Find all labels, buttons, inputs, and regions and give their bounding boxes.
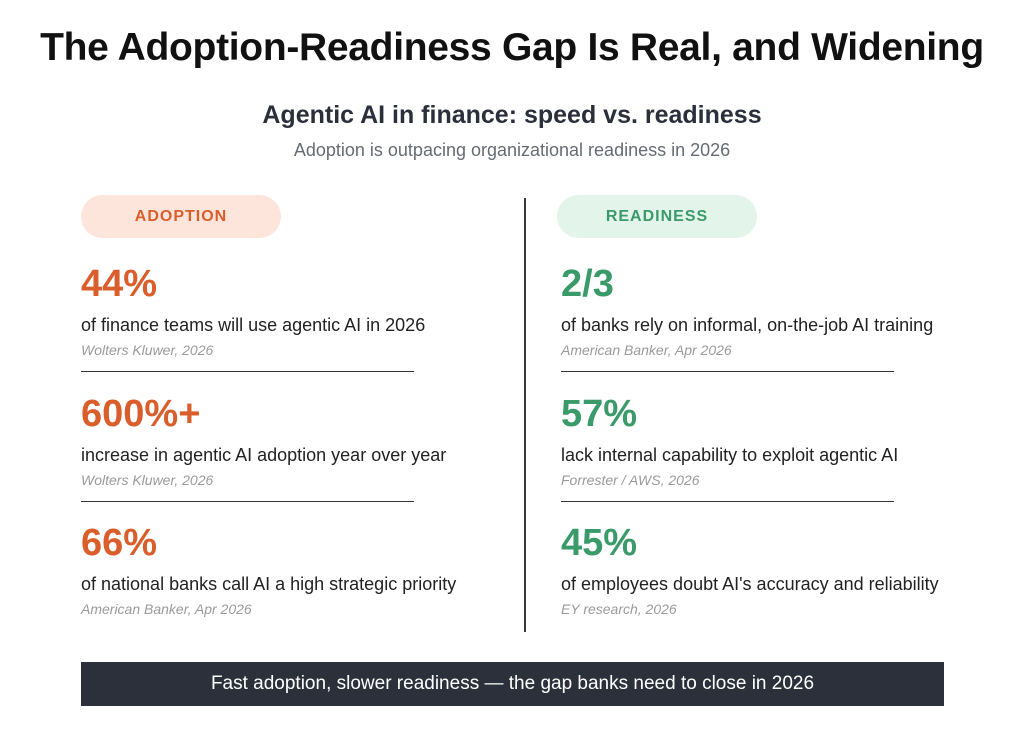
stat-source: Wolters Kluwer, 2026 (81, 472, 214, 488)
column-divider (524, 198, 526, 632)
stat-value: 57% (561, 393, 638, 435)
stat-value: 44% (81, 263, 158, 305)
stat-value: 66% (81, 522, 158, 564)
readiness-stat-3: 45% of employees doubt AI's accuracy and… (561, 521, 991, 617)
page-title: The Adoption-Readiness Gap Is Real, and … (40, 26, 984, 69)
readiness-stat-2: 57% lack internal capability to exploit … (561, 392, 991, 488)
adoption-stat-3: 66% of national banks call AI a high str… (81, 521, 511, 617)
stat-source: American Banker, Apr 2026 (81, 601, 252, 617)
stat-source: Forrester / AWS, 2026 (561, 472, 700, 488)
stat-source: EY research, 2026 (561, 601, 677, 617)
stat-value: 45% (561, 522, 638, 564)
stat-description: increase in agentic AI adoption year ove… (81, 445, 447, 465)
stat-source: American Banker, Apr 2026 (561, 342, 732, 358)
stat-description: of banks rely on informal, on-the-job AI… (561, 315, 934, 335)
stat-source: Wolters Kluwer, 2026 (81, 342, 214, 358)
readiness-label: READINESS (557, 195, 757, 238)
stat-value: 600%+ (81, 393, 201, 435)
stat-separator (561, 501, 894, 502)
adoption-stat-1: 44% of finance teams will use agentic AI… (81, 262, 511, 358)
stat-description: of national banks call AI a high strateg… (81, 574, 457, 594)
stat-separator (81, 501, 414, 502)
adoption-label: ADOPTION (81, 195, 281, 238)
footer-banner: Fast adoption, slower readiness — the ga… (81, 662, 944, 706)
stat-description: lack internal capability to exploit agen… (561, 445, 899, 465)
subtitle: Agentic AI in finance: speed vs. readine… (262, 101, 762, 129)
adoption-stat-2: 600%+ increase in agentic AI adoption ye… (81, 392, 511, 488)
stat-separator (81, 371, 414, 372)
readiness-stat-1: 2/3 of banks rely on informal, on-the-jo… (561, 262, 991, 358)
stat-description: of employees doubt AI's accuracy and rel… (561, 574, 939, 594)
stat-description: of finance teams will use agentic AI in … (81, 315, 426, 335)
stat-value: 2/3 (561, 263, 614, 305)
stat-separator (561, 371, 894, 372)
tagline: Adoption is outpacing organizational rea… (293, 140, 731, 160)
